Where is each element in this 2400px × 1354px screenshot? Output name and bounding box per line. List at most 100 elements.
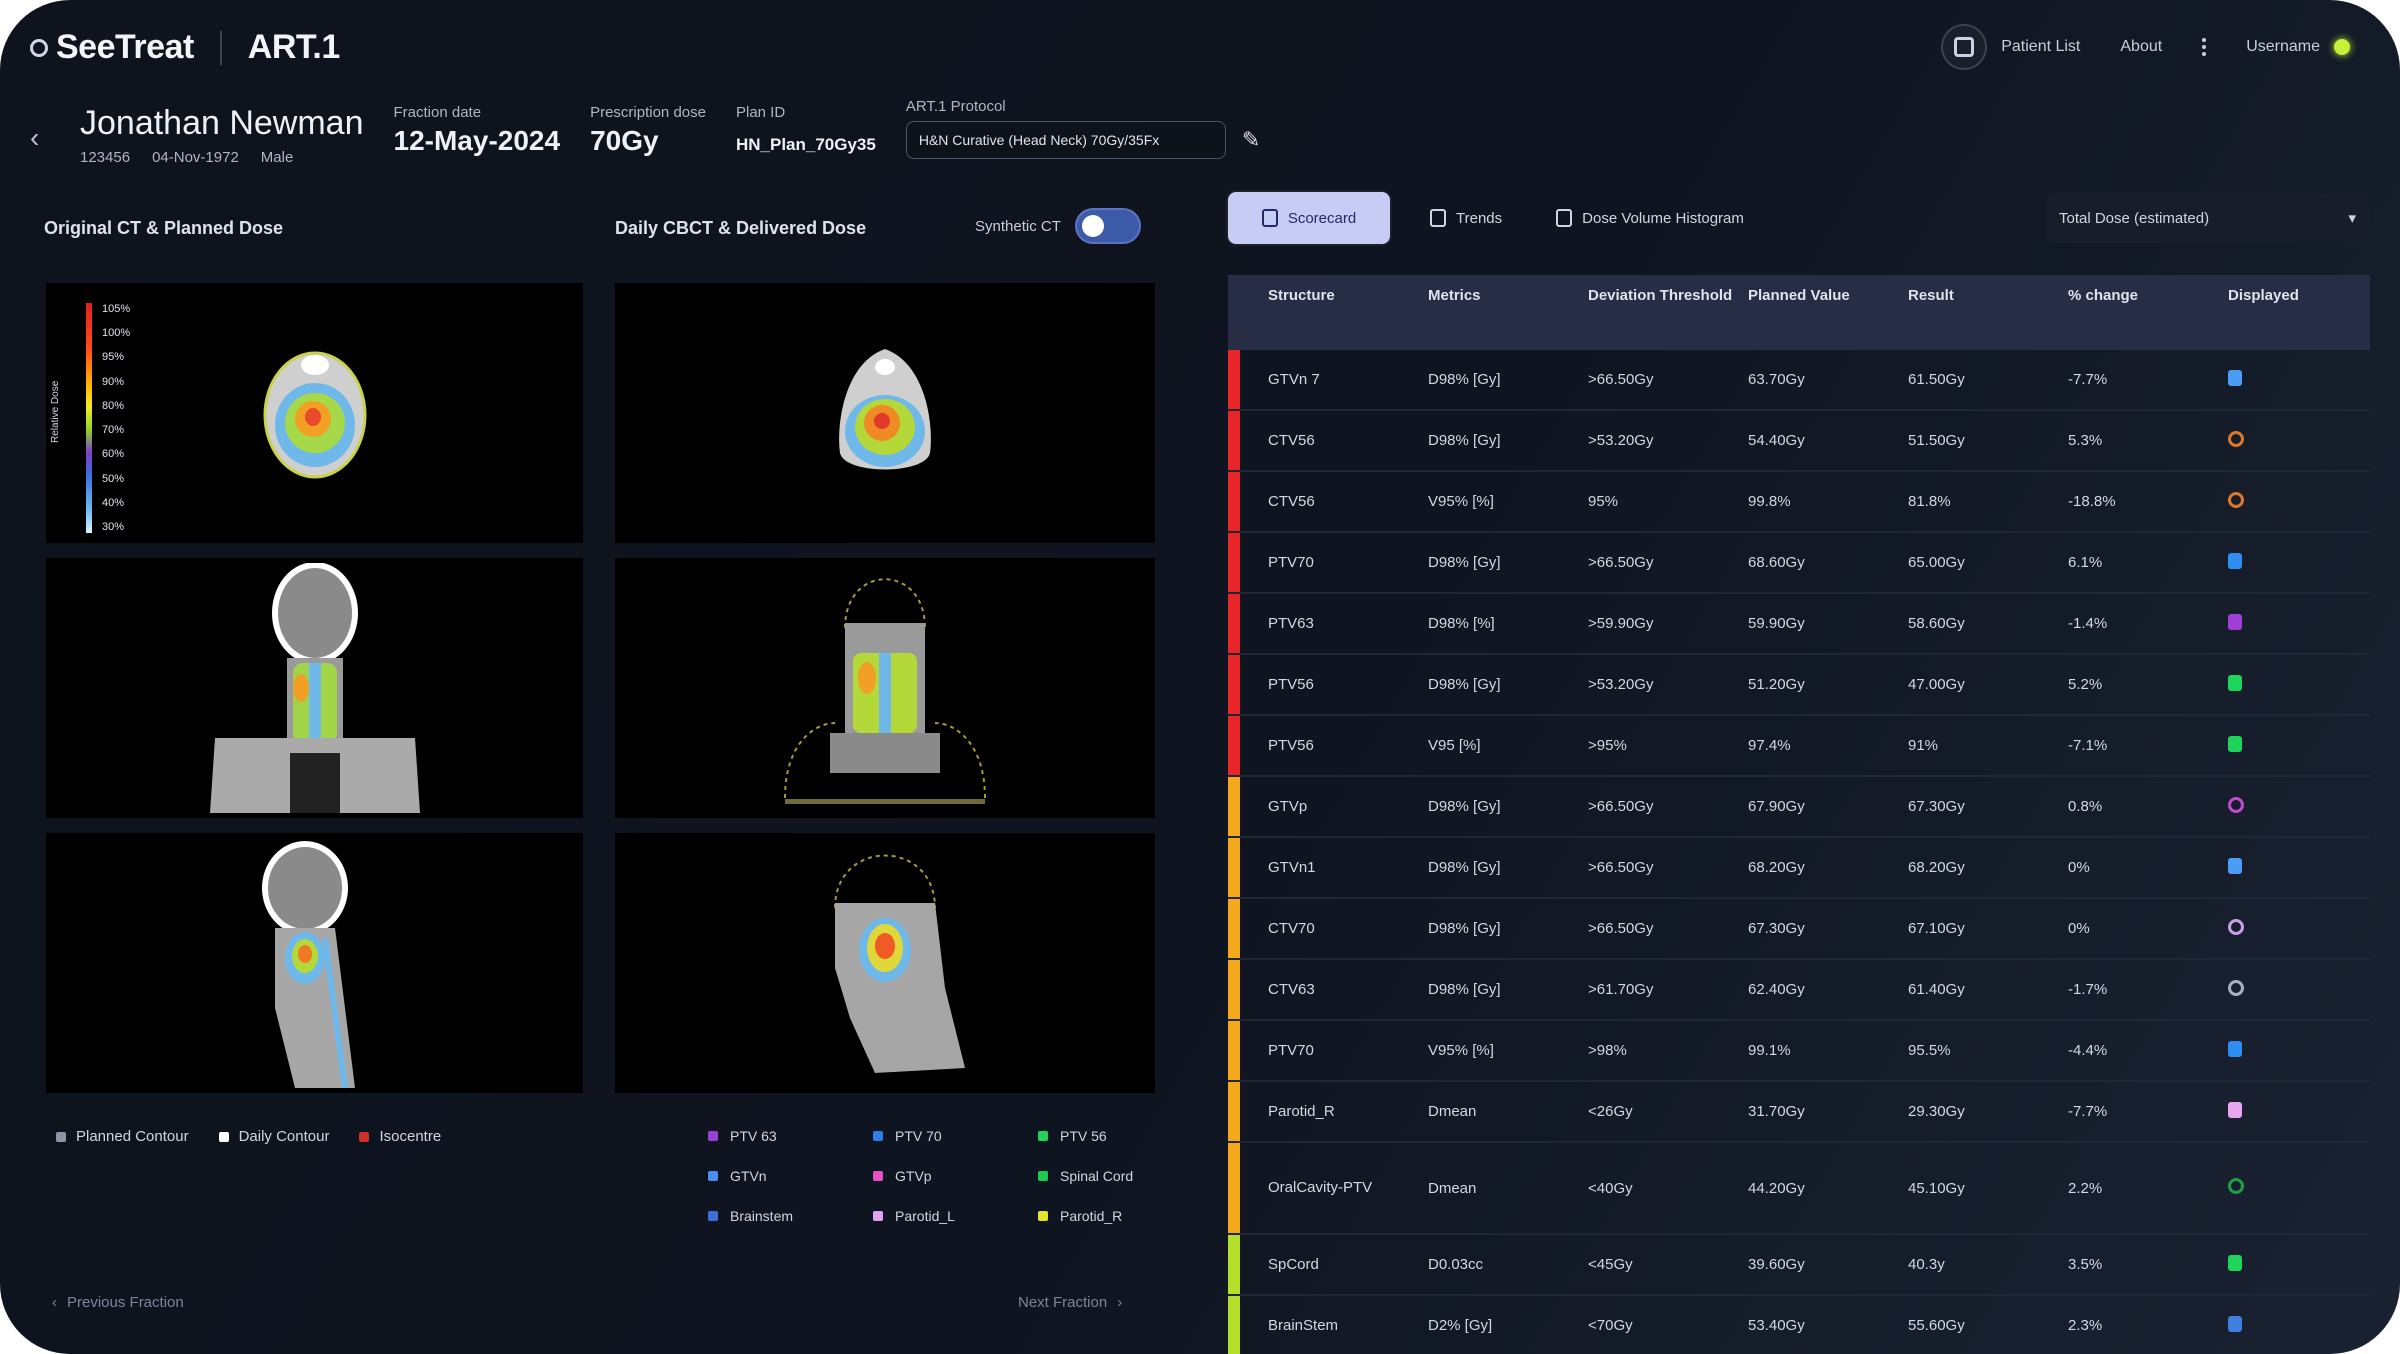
display-toggle-icon[interactable] xyxy=(2228,613,2242,630)
viewer-daily-axial[interactable] xyxy=(615,283,1155,543)
cell-displayed xyxy=(2228,1254,2370,1275)
display-toggle-icon[interactable] xyxy=(2228,1040,2242,1057)
display-toggle-icon[interactable] xyxy=(2228,857,2242,874)
username: Username xyxy=(2246,38,2320,55)
legend-item[interactable]: GTVn xyxy=(708,1168,873,1184)
table-row[interactable]: PTV56 D98% [Gy] >53.20Gy 51.20Gy 47.00Gy 5.2% xyxy=(1228,655,2370,716)
display-toggle-icon[interactable] xyxy=(2228,1101,2242,1118)
column-header[interactable]: Deviation Threshold xyxy=(1588,287,1733,304)
back-chevron-icon[interactable]: ‹ xyxy=(30,122,40,153)
cell-change: 0.8% xyxy=(2068,798,2103,815)
display-toggle-icon[interactable] xyxy=(2228,918,2244,935)
table-row[interactable]: SpCord D0.03cc <45Gy 39.60Gy 40.3y 3.5% xyxy=(1228,1235,2370,1296)
edit-pencil-icon[interactable]: ✎ xyxy=(1241,127,1261,152)
display-toggle-icon[interactable] xyxy=(2228,491,2244,508)
table-row[interactable]: CTV56 D98% [Gy] >53.20Gy 54.40Gy 51.50Gy 5.3% xyxy=(1228,411,2370,472)
about-link[interactable]: About xyxy=(2120,38,2163,55)
cell-structure: CTV56 xyxy=(1268,431,1315,449)
cell-displayed xyxy=(2228,979,2370,1000)
display-toggle-icon[interactable] xyxy=(2228,430,2244,447)
column-header[interactable]: Displayed xyxy=(2228,287,2299,304)
display-toggle-icon[interactable] xyxy=(2228,369,2242,386)
viewer-original-axial[interactable]: 105% 100% 95% 90% 80% 70% 60% 50% 40% 30% Relativ… xyxy=(46,283,583,543)
legend-item[interactable]: PTV 70 xyxy=(873,1128,1038,1144)
tab-trends[interactable]: Trends xyxy=(1416,197,1516,239)
table-row[interactable]: OralCavity-PTV Dmean <40Gy 44.20Gy 45.10Gy 2.… xyxy=(1228,1143,2370,1235)
viewer-original-sagittal[interactable] xyxy=(46,833,583,1093)
fraction-date: Fraction date 12-May-2024 xyxy=(393,104,561,156)
table-row[interactable]: PTV56 V95 [%] >95% 97.4% 91% -7.1% xyxy=(1228,716,2370,777)
table-row[interactable]: CTV70 D98% [Gy] >66.50Gy 67.30Gy 67.10Gy 0% xyxy=(1228,899,2370,960)
table-row[interactable]: BrainStem D2% [Gy] <70Gy 53.40Gy 55.60Gy 2.3% xyxy=(1228,1296,2370,1354)
column-header[interactable]: Planned Value xyxy=(1748,287,1850,304)
column-header[interactable]: % change xyxy=(2068,287,2139,304)
severity-indicator xyxy=(1228,1296,1240,1354)
cell-displayed xyxy=(2228,1040,2370,1061)
table-row[interactable]: GTVp D98% [Gy] >66.50Gy 67.90Gy 67.30Gy 0.8% xyxy=(1228,777,2370,838)
display-toggle-icon[interactable] xyxy=(2228,979,2244,996)
table-row[interactable]: PTV63 D98% [%] >59.90Gy 59.90Gy 58.60Gy -1.4% xyxy=(1228,594,2370,655)
colorbar-tick: 30% xyxy=(102,520,125,533)
viewer-original-coronal[interactable] xyxy=(46,558,583,818)
legend-item: Isocentre xyxy=(359,1128,441,1145)
next-fraction-button[interactable]: Next Fraction › xyxy=(1018,1294,1123,1311)
cell-planned: 44.20Gy xyxy=(1748,1179,1805,1197)
severity-indicator xyxy=(1228,777,1240,836)
legend-label: Daily Contour xyxy=(238,1128,330,1145)
legend-item[interactable]: PTV 56 xyxy=(1038,1128,1203,1144)
tab-scorecard[interactable]: Scorecard xyxy=(1228,192,1390,244)
synthetic-ct-toggle-group: Synthetic CT xyxy=(975,208,1141,244)
display-toggle-icon[interactable] xyxy=(2228,552,2242,569)
patient-header: ‹ Jonathan Newman 123456 04-Nov-1972 Mal… xyxy=(30,98,1261,166)
cell-threshold: <26Gy xyxy=(1588,1103,1633,1120)
table-body: GTVn 7 D98% [Gy] >66.50Gy 63.70Gy 61.50Gy -7.… xyxy=(1228,350,2370,1354)
display-toggle-icon[interactable] xyxy=(2228,1315,2242,1332)
legend-item[interactable]: Spinal Cord xyxy=(1038,1168,1203,1184)
synthetic-ct-toggle[interactable] xyxy=(1074,208,1141,244)
cell-displayed xyxy=(2228,552,2370,573)
table-row[interactable]: CTV63 D98% [Gy] >61.70Gy 62.40Gy 61.40Gy -1.7… xyxy=(1228,960,2370,1021)
cell-metric: D98% [Gy] xyxy=(1428,981,1501,998)
column-header[interactable]: Result xyxy=(1908,287,1954,304)
cell-planned: 68.60Gy xyxy=(1748,554,1805,571)
table-row[interactable]: CTV56 V95% [%] 95% 99.8% 81.8% -18.8% xyxy=(1228,472,2370,533)
table-row[interactable]: GTVn1 D98% [Gy] >66.50Gy 68.20Gy 68.20Gy 0% xyxy=(1228,838,2370,899)
display-toggle-icon[interactable] xyxy=(2228,1254,2242,1271)
display-toggle-icon[interactable] xyxy=(2228,1178,2244,1194)
cell-structure: PTV56 xyxy=(1268,736,1314,754)
table-row[interactable]: PTV70 D98% [Gy] >66.50Gy 68.60Gy 65.00Gy 6.1% xyxy=(1228,533,2370,594)
table-row[interactable]: PTV70 V95% [%] >98% 99.1% 95.5% -4.4% xyxy=(1228,1021,2370,1082)
protocol-select[interactable]: H&N Curative (Head Neck) 70Gy/35Fx xyxy=(905,121,1226,159)
cell-result: 47.00Gy xyxy=(1908,676,1965,693)
previous-fraction-button[interactable]: ‹ Previous Fraction xyxy=(52,1294,184,1311)
patient-list-button[interactable]: Patient List xyxy=(1941,24,2080,70)
cell-threshold: >66.50Gy xyxy=(1588,798,1654,815)
legend-item[interactable]: Parotid_R xyxy=(1038,1208,1203,1224)
legend-item[interactable]: Brainstem xyxy=(708,1208,873,1224)
table-row[interactable]: Parotid_R Dmean <26Gy 31.70Gy 29.30Gy -7.7% xyxy=(1228,1082,2370,1143)
more-menu-icon[interactable] xyxy=(2202,38,2207,56)
viewer-daily-coronal[interactable] xyxy=(615,558,1155,818)
legend-item[interactable]: PTV 63 xyxy=(708,1128,873,1144)
legend-item[interactable]: GTVp xyxy=(873,1168,1038,1184)
column-header[interactable]: Metrics xyxy=(1428,287,1481,304)
viewer-daily-sagittal[interactable] xyxy=(615,833,1155,1093)
dose-type-select[interactable]: Total Dose (estimated) ▾ xyxy=(2045,193,2370,243)
legend-swatch-icon xyxy=(708,1211,718,1221)
table-row[interactable]: GTVn 7 D98% [Gy] >66.50Gy 63.70Gy 61.50Gy -7.… xyxy=(1228,350,2370,411)
display-toggle-icon[interactable] xyxy=(2228,796,2244,813)
column-header[interactable]: Structure xyxy=(1268,287,1335,304)
scorecard-table: Structure Metrics Deviation Threshold Plann… xyxy=(1228,275,2370,1354)
patient-dob: 04-Nov-1972 xyxy=(152,149,239,166)
display-toggle-icon[interactable] xyxy=(2228,735,2242,752)
colorbar-tick: 105% xyxy=(102,303,131,315)
user-menu[interactable]: Username xyxy=(2246,38,2350,56)
legend-item[interactable]: Parotid_L xyxy=(873,1208,1038,1224)
cell-result: 61.40Gy xyxy=(1908,981,1965,998)
legend-label: Parotid_L xyxy=(895,1208,955,1224)
tab-dvh[interactable]: Dose Volume Histogram xyxy=(1542,197,1758,239)
cell-planned: 97.4% xyxy=(1748,737,1791,754)
structure-legend: PTV 63 PTV 70 PTV 56 GTVn GTVp Spinal Cord Bra… xyxy=(708,1128,1203,1224)
display-toggle-icon[interactable] xyxy=(2228,674,2242,691)
